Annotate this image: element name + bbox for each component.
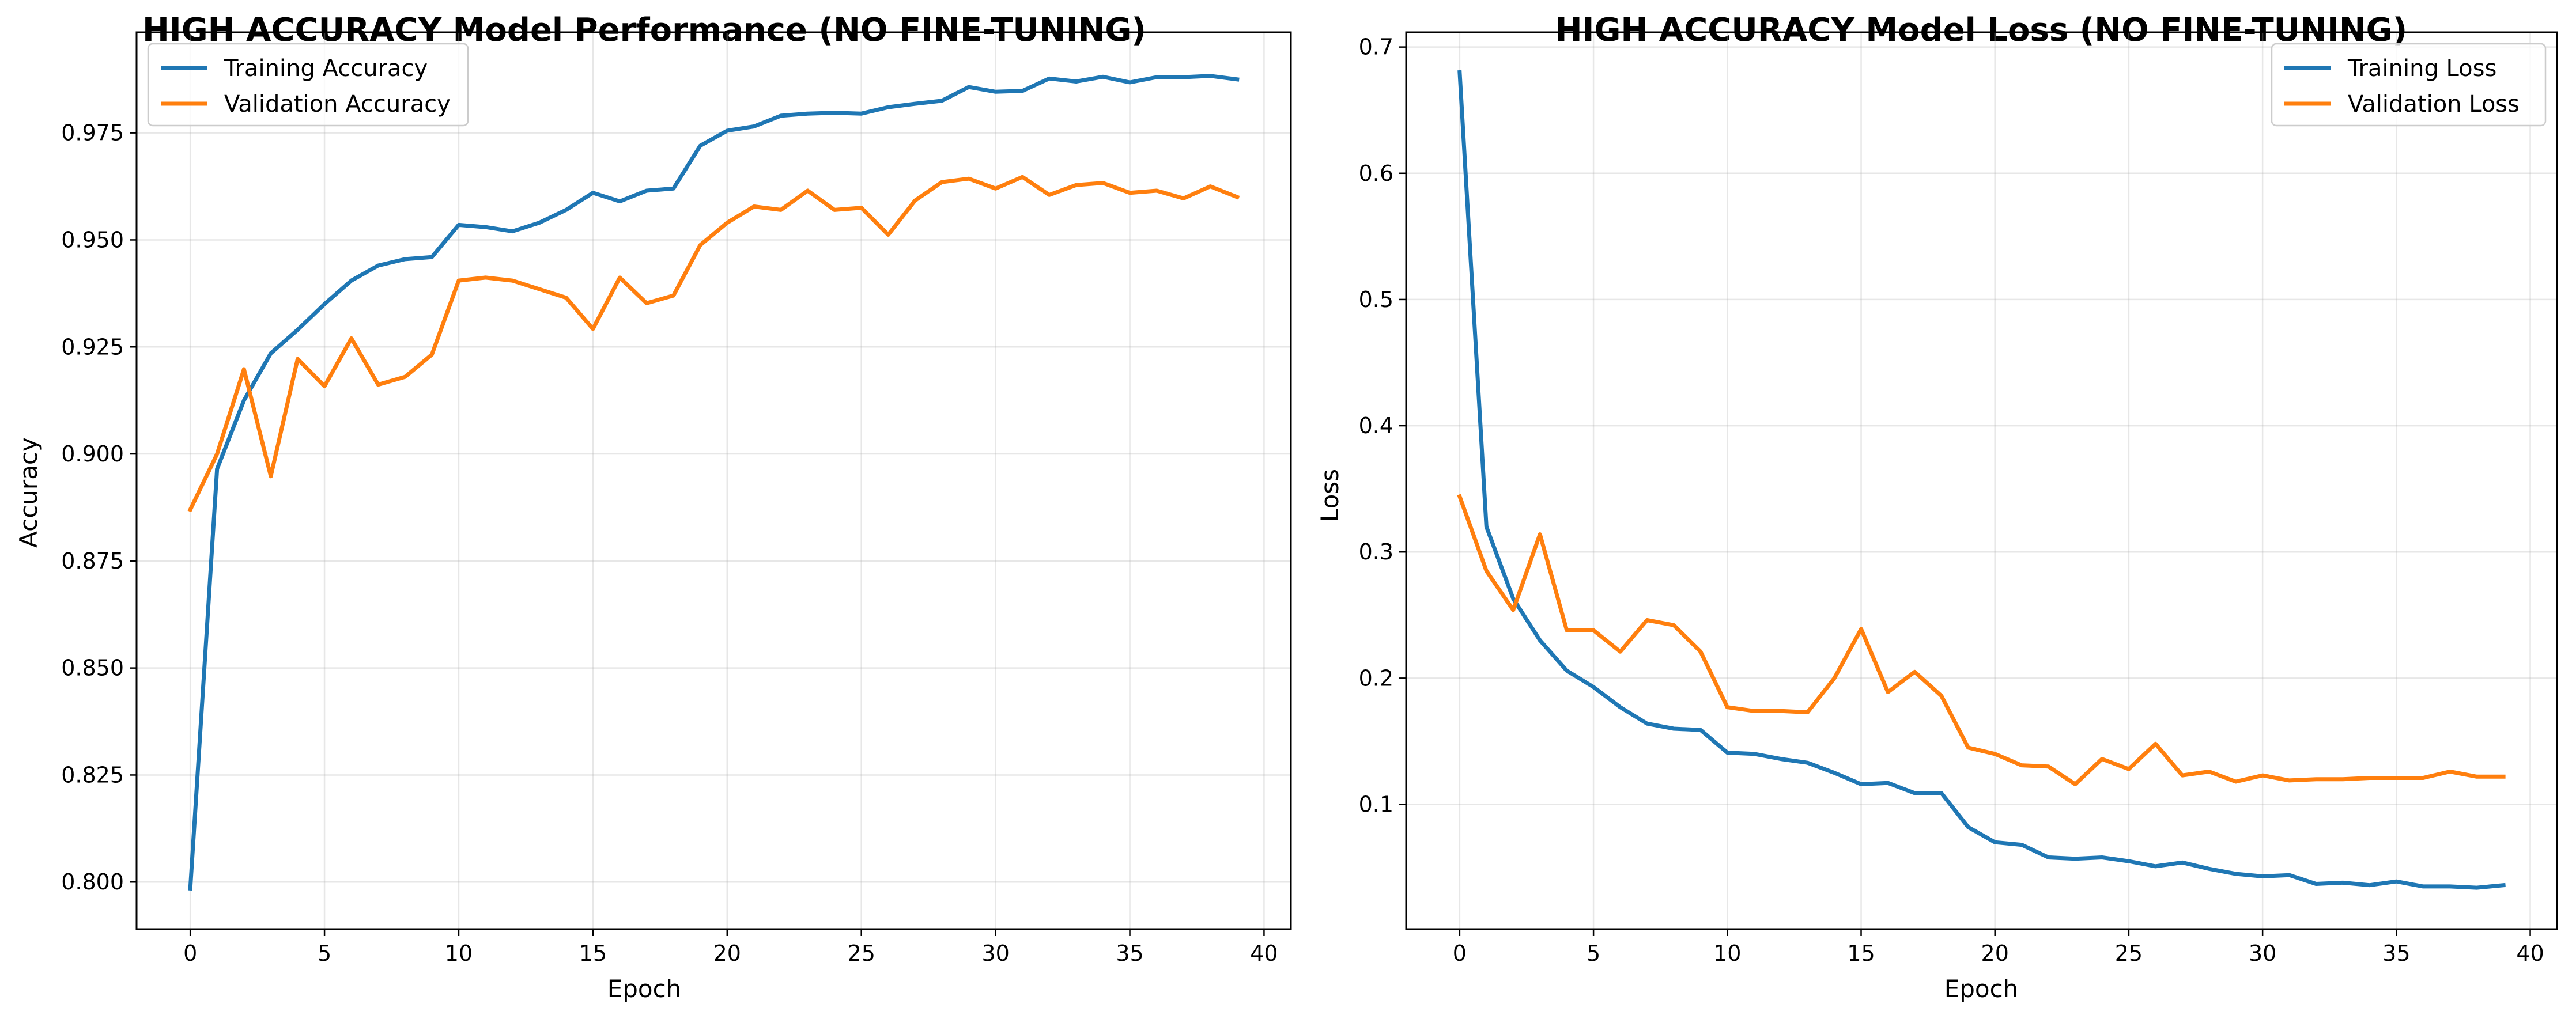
loss-y-tick-label: 0.5 [1359, 287, 1393, 312]
accuracy-plot-frame [135, 31, 1292, 930]
accuracy-y-tick-label: 0.900 [61, 441, 124, 467]
loss-y-tick-label: 0.3 [1359, 539, 1393, 565]
accuracy-series-training-line [188, 74, 1240, 891]
accuracy-x-tick-label: 10 [445, 941, 473, 966]
accuracy-lines [187, 74, 1240, 891]
accuracy-x-tick-label: 15 [579, 941, 607, 966]
accuracy-chart-panel: HIGH ACCURACY Model Performance (NO FINE… [14, 12, 1292, 1003]
accuracy-legend: Training Accuracy Validation Accuracy [147, 43, 469, 127]
accuracy-x-tick-label: 0 [183, 941, 197, 966]
loss-x-tick-label: 40 [2516, 941, 2544, 966]
accuracy-x-tick-label: 40 [1250, 941, 1278, 966]
loss-legend-box [2271, 43, 2547, 127]
loss-x-tick-label: 10 [1713, 941, 1741, 966]
loss-legend-label: Training Loss [2347, 55, 2496, 82]
loss-plot-frame [1405, 31, 2558, 930]
accuracy-legend-label: Validation Accuracy [224, 91, 451, 118]
loss-legend: Training Loss Validation Loss [2271, 43, 2547, 127]
accuracy-y-axis-label: Accuracy [14, 437, 43, 548]
loss-y-tick-label: 0.1 [1359, 791, 1393, 817]
loss-lines [1457, 70, 2506, 890]
loss-x-tick-label: 30 [2249, 941, 2276, 966]
accuracy-legend-box [147, 43, 469, 127]
accuracy-x-axis-label: Epoch [607, 975, 682, 1003]
loss-y-tick-label: 0.6 [1359, 161, 1393, 186]
accuracy-y-tick-label: 0.800 [61, 869, 124, 895]
loss-y-tick-label: 0.4 [1359, 413, 1393, 438]
accuracy-y-tick-label: 0.875 [61, 548, 124, 574]
accuracy-x-tick-label: 35 [1116, 941, 1143, 966]
loss-series-validation-line [1457, 494, 2506, 786]
loss-chart-panel: HIGH ACCURACY Model Loss (NO FINE-TUNING… [1316, 12, 2558, 1003]
loss-x-tick-label: 15 [1847, 941, 1875, 966]
loss-x-axis-label: Epoch [1944, 975, 2019, 1003]
loss-series-training-line [1457, 70, 2506, 890]
loss-legend-label: Validation Loss [2348, 91, 2520, 118]
loss-y-tick-label: 0.7 [1359, 35, 1393, 60]
accuracy-x-tick-label: 30 [981, 941, 1009, 966]
accuracy-y-tick-label: 0.975 [61, 120, 124, 146]
accuracy-x-tick-label: 5 [318, 941, 331, 966]
loss-x-tick-label: 25 [2115, 941, 2143, 966]
loss-x-tick-label: 35 [2382, 941, 2410, 966]
loss-x-tick-label: 20 [1981, 941, 2009, 966]
loss-grid [1406, 32, 2557, 929]
accuracy-chart-title: HIGH ACCURACY Model Performance (NO FINE… [142, 12, 1146, 49]
loss-ticks: 0 5 10 15 20 25 30 35 40 0.1 0.2 0.3 0.4 0.5 0.6 0.7 [1359, 35, 2544, 966]
accuracy-ticks: 0 5 10 15 20 25 30 35 40 0.800 0.825 0.850 0.875 0.90… [61, 120, 1278, 966]
accuracy-y-tick-label: 0.850 [61, 656, 124, 681]
loss-x-tick-label: 0 [1453, 941, 1467, 966]
accuracy-grid [137, 32, 1291, 929]
accuracy-y-tick-label: 0.825 [61, 762, 124, 787]
accuracy-y-tick-label: 0.950 [61, 227, 124, 252]
accuracy-x-tick-label: 25 [848, 941, 875, 966]
accuracy-y-tick-label: 0.925 [61, 334, 124, 359]
loss-y-axis-label: Loss [1316, 469, 1344, 522]
loss-chart-title: HIGH ACCURACY Model Loss (NO FINE-TUNING… [1555, 12, 2408, 49]
accuracy-series-validation-line [187, 175, 1240, 513]
accuracy-x-tick-label: 20 [713, 941, 741, 966]
loss-x-tick-label: 5 [1587, 941, 1600, 966]
loss-y-tick-label: 0.2 [1359, 665, 1393, 691]
accuracy-legend-label: Training Accuracy [224, 55, 428, 82]
